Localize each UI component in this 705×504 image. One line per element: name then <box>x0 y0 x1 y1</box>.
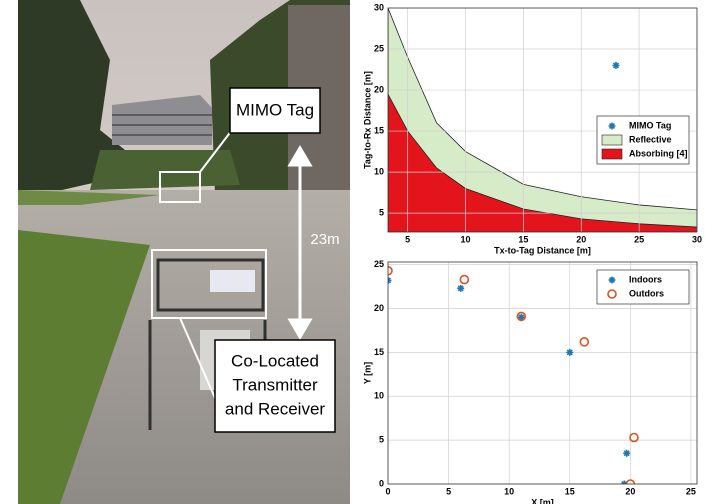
marker-star <box>609 123 616 130</box>
x-axis-label: X [m] <box>531 497 554 504</box>
x-tick-label: 10 <box>504 486 514 496</box>
y-axis-label: Tag-to-Rx Distance [m] <box>362 71 372 169</box>
x-tick-label: 25 <box>686 486 696 496</box>
y-tick-label: 25 <box>374 259 384 269</box>
x-tick-label: 5 <box>446 486 451 496</box>
figure: MIMO Tag 23m Co-Located Transmitter and … <box>0 0 705 504</box>
x-tick-label: 15 <box>518 234 528 244</box>
x-tick-label: 20 <box>625 486 635 496</box>
y-tick-label: 25 <box>374 43 384 53</box>
y-tick-label: 15 <box>374 347 384 357</box>
legend-swatch <box>602 135 622 145</box>
x-tick-label: 25 <box>634 234 644 244</box>
station-label: Transmitter <box>232 375 318 394</box>
y-tick-label: 0 <box>379 478 384 488</box>
x-tick-label: 10 <box>461 234 471 244</box>
x-tick-label: 30 <box>692 234 702 244</box>
legend-label: MIMO Tag <box>629 120 671 130</box>
legend-label: Indoors <box>629 274 662 284</box>
y-axis-label: Y [m] <box>362 362 372 384</box>
y-tick-label: 20 <box>374 84 384 94</box>
legend-swatch <box>602 149 622 159</box>
marker-star <box>609 277 616 284</box>
y-tick-label: 30 <box>374 2 384 12</box>
station-label: Co-Located <box>231 351 319 370</box>
x-tick-label: 5 <box>405 234 410 244</box>
legend-label: Reflective <box>629 134 672 144</box>
legend-label: Outdors <box>629 288 664 298</box>
marker-star <box>612 62 619 69</box>
x-tick-label: 0 <box>385 486 390 496</box>
x-tick-label: 20 <box>576 234 586 244</box>
y-tick-label: 10 <box>374 166 384 176</box>
photo: MIMO Tag 23m Co-Located Transmitter and … <box>18 0 350 504</box>
y-tick-label: 5 <box>379 208 384 218</box>
y-tick-label: 10 <box>374 391 384 401</box>
station-label: and Receiver <box>225 399 326 418</box>
distance-label: 23m <box>310 231 339 248</box>
y-tick-label: 15 <box>374 125 384 135</box>
legend-label: Absorbing [4] <box>629 148 688 158</box>
x-axis-label: Tx-to-Tag Distance [m] <box>494 245 591 255</box>
y-tick-label: 5 <box>379 435 384 445</box>
y-tick-label: 20 <box>374 303 384 313</box>
x-tick-label: 15 <box>565 486 575 496</box>
tag-label: MIMO Tag <box>236 100 314 119</box>
